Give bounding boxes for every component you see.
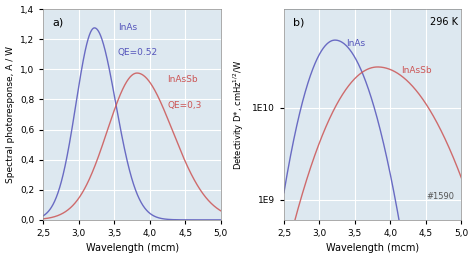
Text: a): a) [52, 18, 64, 27]
Text: InAsSb: InAsSb [401, 66, 432, 75]
Text: InAs: InAs [346, 39, 365, 48]
Text: QE=0,3: QE=0,3 [168, 101, 202, 110]
Y-axis label: Spectral photoresponse, A / W: Spectral photoresponse, A / W [6, 46, 15, 183]
Text: #1590: #1590 [426, 192, 454, 201]
Text: InAs: InAs [118, 23, 137, 32]
Y-axis label: Detectivity D*, cmHz$^{1/2}$/W: Detectivity D*, cmHz$^{1/2}$/W [232, 59, 246, 170]
Text: b): b) [293, 18, 304, 27]
Text: InAsSb: InAsSb [168, 75, 198, 84]
X-axis label: Wavelength (mcm): Wavelength (mcm) [326, 243, 419, 254]
Text: QE=0.52: QE=0.52 [118, 48, 158, 57]
X-axis label: Wavelength (mcm): Wavelength (mcm) [85, 243, 179, 254]
Text: 296 K: 296 K [430, 18, 458, 27]
